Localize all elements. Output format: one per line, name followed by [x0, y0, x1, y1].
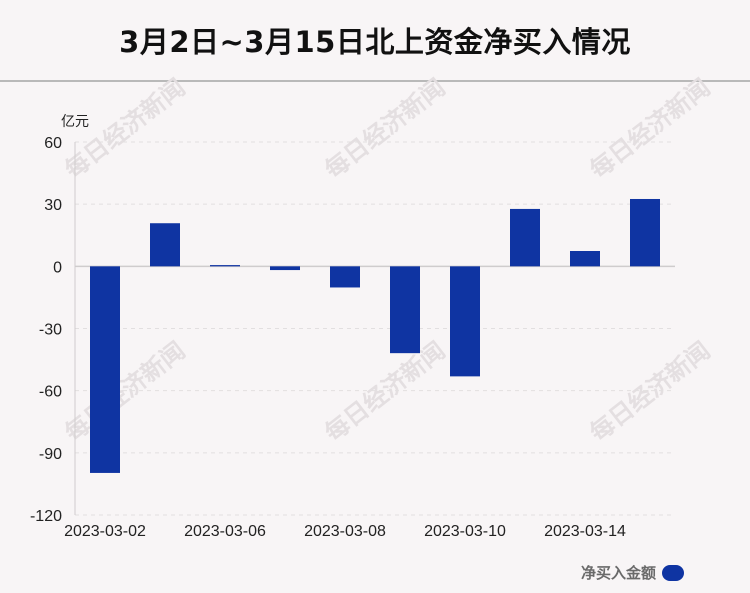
grid-lines [75, 141, 675, 516]
x-tick-label: 2023-03-08 [304, 523, 386, 540]
legend: 净买入金额 [581, 562, 684, 583]
watermark-text: 每日经济新闻 [585, 73, 716, 184]
bar-2023-03-07 [270, 266, 300, 271]
watermark-text: 每日经济新闻 [60, 336, 191, 447]
watermark-text: 每日经济新闻 [320, 73, 451, 184]
x-tick-labels: 2023-03-02 2023-03-06 2023-03-08 2023-03-10… [64, 523, 626, 540]
legend-label: 净买入金额 [580, 564, 656, 582]
bar-2023-03-13 [510, 208, 540, 267]
bar-2023-03-10 [450, 266, 480, 377]
y-tick-label: -120 [30, 508, 62, 525]
y-axis-unit-label: 亿元 [61, 113, 89, 129]
y-tick-label: 0 [53, 259, 62, 276]
bars [90, 198, 660, 473]
bar-2023-03-08 [330, 266, 360, 288]
chart-title: 3月2日~3月15日北上资金净买入情况 [119, 25, 631, 59]
x-tick-label: 2023-03-14 [544, 523, 626, 540]
x-tick-label: 2023-03-10 [424, 523, 506, 540]
x-tick-label: 2023-03-06 [184, 523, 266, 540]
legend-swatch [662, 564, 684, 581]
y-tick-label: 60 [44, 135, 62, 152]
bar-2023-03-02 [90, 266, 120, 473]
watermark-text: 每日经济新闻 [585, 336, 716, 447]
y-tick-labels: 60 30 0 -30 -60 -90 -120 [30, 135, 62, 525]
watermark-text: 每日经济新闻 [320, 336, 451, 447]
bar-2023-03-03 [150, 223, 180, 267]
bar-2023-03-14 [570, 250, 600, 267]
x-tick-label: 2023-03-02 [64, 523, 146, 540]
y-tick-label: -60 [39, 384, 62, 401]
title-divider [0, 80, 750, 82]
bar-2023-03-06 [210, 265, 240, 267]
bar-2023-03-15 [630, 198, 660, 267]
bar-2023-03-09 [390, 266, 420, 354]
y-tick-label: -90 [39, 446, 62, 463]
y-tick-label: 30 [44, 197, 62, 214]
y-tick-label: -30 [39, 322, 62, 339]
